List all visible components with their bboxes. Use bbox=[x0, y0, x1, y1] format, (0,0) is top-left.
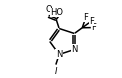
Text: F: F bbox=[89, 17, 94, 26]
Text: I: I bbox=[55, 67, 57, 76]
Text: F: F bbox=[91, 23, 96, 32]
Text: N: N bbox=[56, 50, 62, 59]
Text: N: N bbox=[71, 45, 78, 54]
Text: F: F bbox=[83, 13, 88, 22]
Text: HO: HO bbox=[50, 8, 63, 17]
Text: O: O bbox=[46, 5, 52, 14]
